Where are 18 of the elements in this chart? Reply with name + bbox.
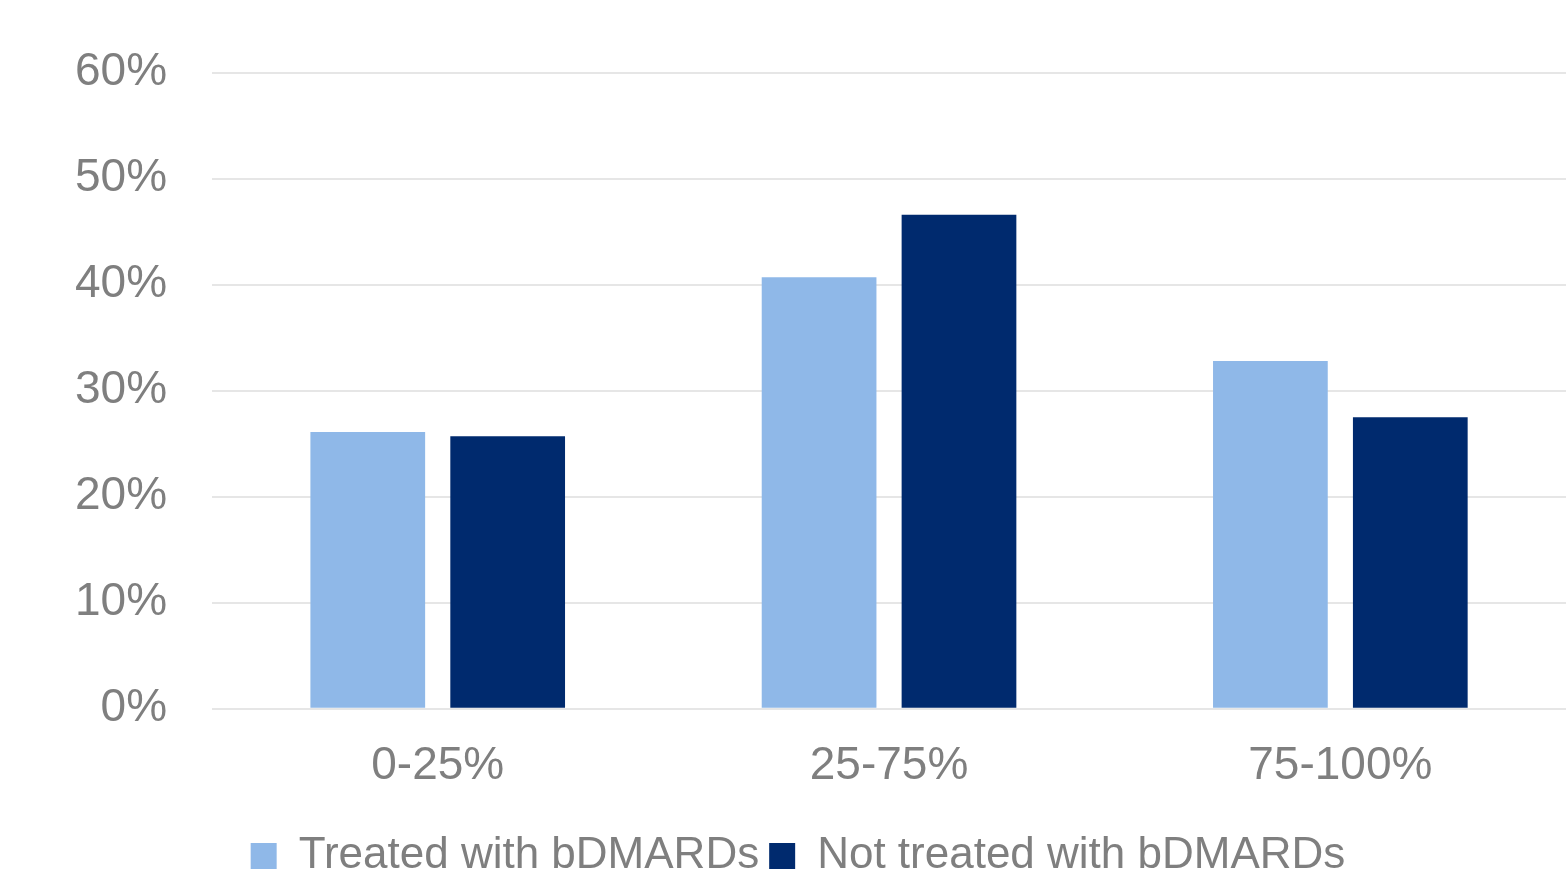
legend-label: Treated with bDMARDs	[298, 828, 760, 878]
x-tick-label: 75-100%	[1248, 737, 1433, 790]
y-tick-label: 0%	[100, 679, 168, 732]
y-tick-label: 10%	[74, 573, 168, 626]
bar	[1213, 361, 1328, 708]
x-tick-label: 0-25%	[371, 737, 505, 790]
x-tick-label: 25-75%	[809, 737, 969, 790]
y-tick-label: 30%	[74, 361, 168, 414]
y-tick-label: 50%	[74, 149, 168, 202]
y-tick-label: 40%	[74, 255, 168, 308]
bar	[450, 436, 566, 708]
bar	[761, 277, 877, 708]
y-tick-label: 60%	[74, 43, 168, 96]
y-tick-label: 20%	[74, 467, 168, 520]
legend-label: Not treated with bDMARDs	[817, 828, 1346, 878]
bar	[1352, 417, 1468, 708]
bar	[310, 432, 426, 708]
bar	[901, 214, 1017, 708]
